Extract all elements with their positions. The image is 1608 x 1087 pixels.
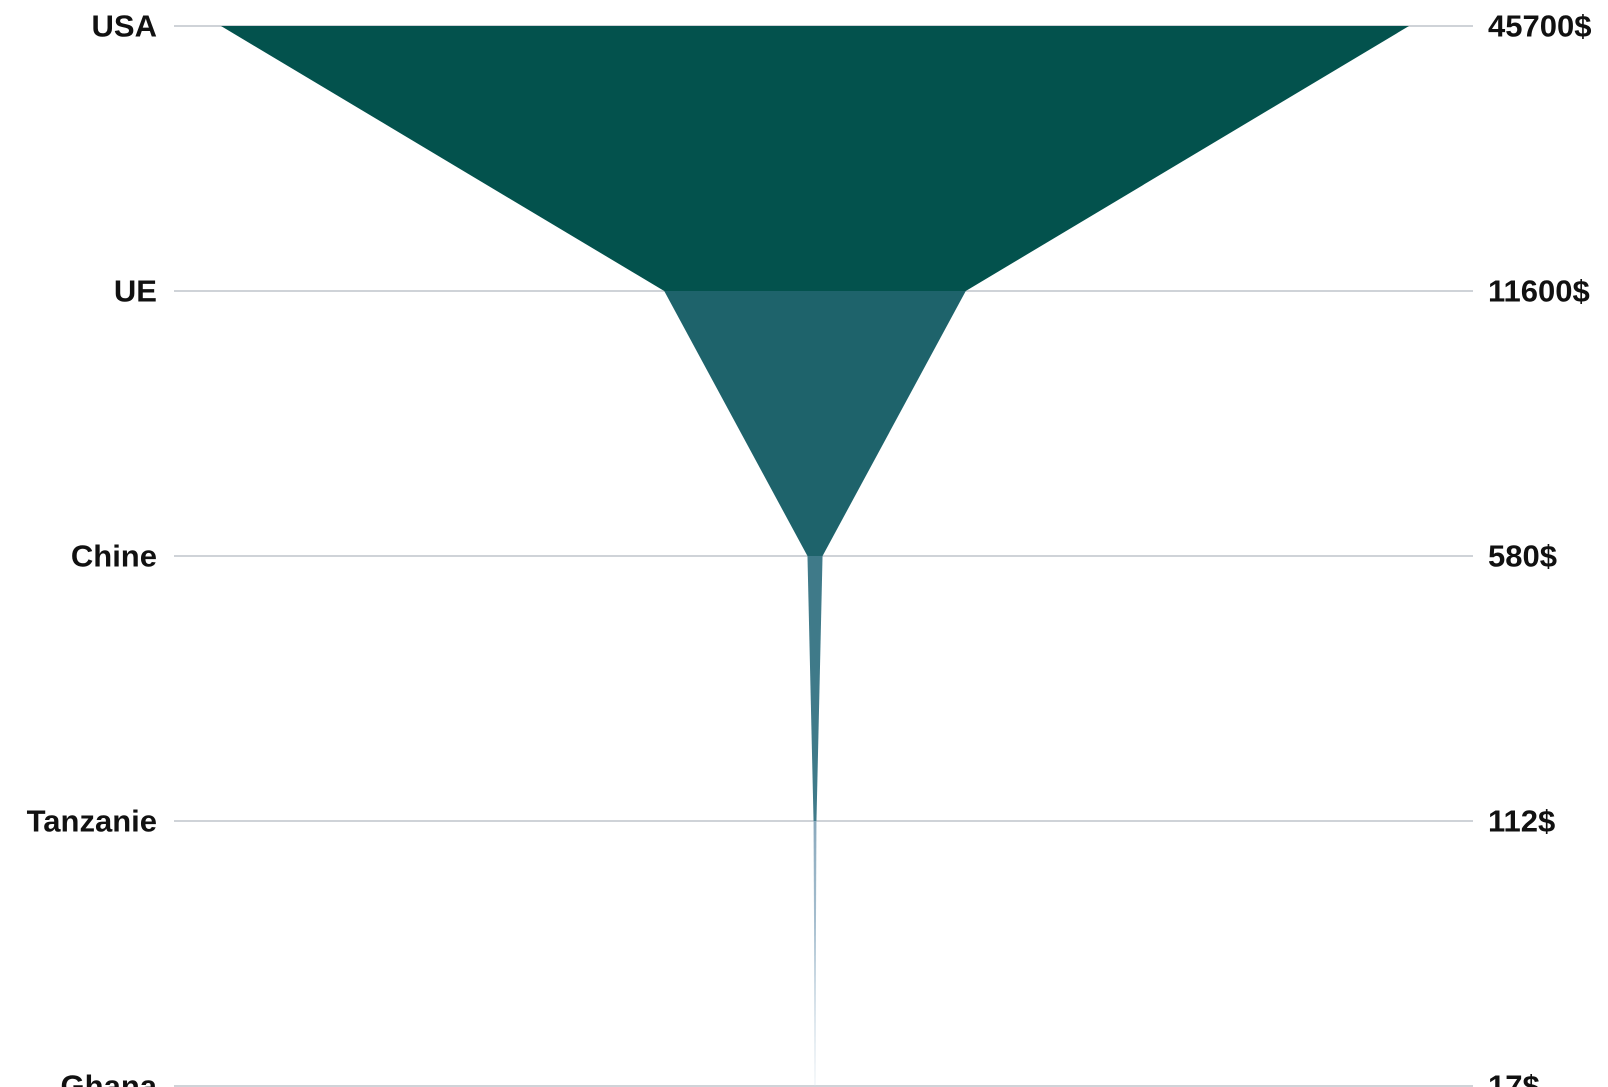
funnel-segment-usa [221,26,1409,291]
funnel-segment-ue [664,291,966,556]
value-labels: 45700$ 11600$ 580$ 112$ 17$ [1488,9,1591,1087]
category-label-usa: USA [92,9,157,44]
value-label-ue: 11600$ [1488,274,1590,309]
value-label-tanzanie: 112$ [1488,804,1555,839]
category-label-ue: UE [114,274,157,309]
category-labels: USA UE Chine Tanzanie Ghana [27,9,158,1087]
value-label-usa: 45700$ [1488,9,1591,44]
category-label-tanzanie: Tanzanie [27,804,157,839]
funnel-segment-chine [807,556,823,821]
funnel-segment-tanzanie [813,821,817,1086]
category-label-chine: Chine [71,539,157,574]
value-label-ghana: 17$ [1488,1069,1540,1087]
value-label-chine: 580$ [1488,539,1557,574]
funnel-segments [221,26,1409,1086]
category-label-ghana: Ghana [61,1069,158,1087]
